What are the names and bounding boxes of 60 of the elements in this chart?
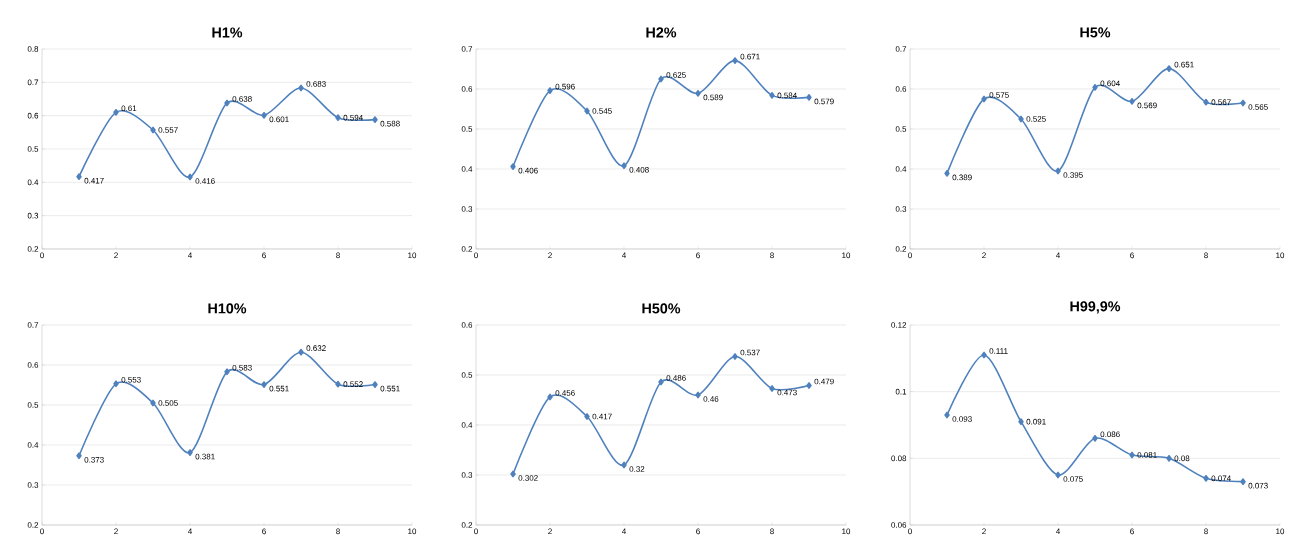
point — [1129, 98, 1135, 105]
point — [113, 108, 119, 116]
point — [944, 170, 950, 177]
chart-title: H1% — [212, 27, 243, 38]
point — [658, 378, 664, 386]
point — [732, 57, 738, 64]
point — [1092, 434, 1098, 442]
point — [695, 90, 701, 97]
point — [981, 351, 987, 359]
point — [224, 99, 230, 107]
point — [1166, 454, 1172, 462]
chart-title: H5% — [1080, 27, 1111, 38]
point — [261, 111, 267, 119]
point — [695, 391, 701, 399]
point — [76, 173, 82, 181]
point — [298, 84, 304, 92]
point — [372, 381, 378, 388]
point — [981, 95, 987, 103]
chart-title: H50% — [642, 303, 681, 314]
chart-title: H10% — [208, 303, 247, 314]
point — [298, 348, 304, 356]
point — [150, 126, 156, 134]
point — [335, 114, 341, 122]
point — [1055, 471, 1061, 479]
point — [621, 461, 627, 469]
point — [510, 470, 516, 478]
point — [1166, 65, 1172, 72]
point — [1129, 451, 1135, 459]
point — [187, 449, 193, 456]
point — [584, 413, 590, 420]
point — [1092, 84, 1098, 91]
point — [150, 399, 156, 407]
point — [335, 380, 341, 388]
point — [806, 94, 812, 101]
point — [113, 380, 119, 388]
chart-title: H2% — [646, 27, 677, 38]
point — [1018, 418, 1024, 426]
chart-title: H99,9% — [1070, 301, 1121, 314]
point — [510, 163, 516, 170]
point — [769, 385, 775, 392]
point — [1203, 98, 1209, 106]
point — [187, 173, 193, 181]
point — [547, 87, 553, 94]
point — [621, 162, 627, 170]
point — [732, 353, 738, 360]
point — [658, 75, 664, 83]
point — [584, 107, 590, 115]
point — [944, 411, 950, 419]
point — [1018, 115, 1024, 123]
point — [769, 92, 775, 99]
point — [547, 393, 553, 401]
point — [1240, 99, 1246, 107]
point — [1055, 167, 1061, 175]
point — [261, 381, 267, 388]
point — [1203, 474, 1209, 482]
point — [224, 368, 230, 376]
point — [1240, 478, 1246, 486]
point — [76, 452, 82, 460]
point — [372, 116, 378, 124]
point — [806, 382, 812, 389]
